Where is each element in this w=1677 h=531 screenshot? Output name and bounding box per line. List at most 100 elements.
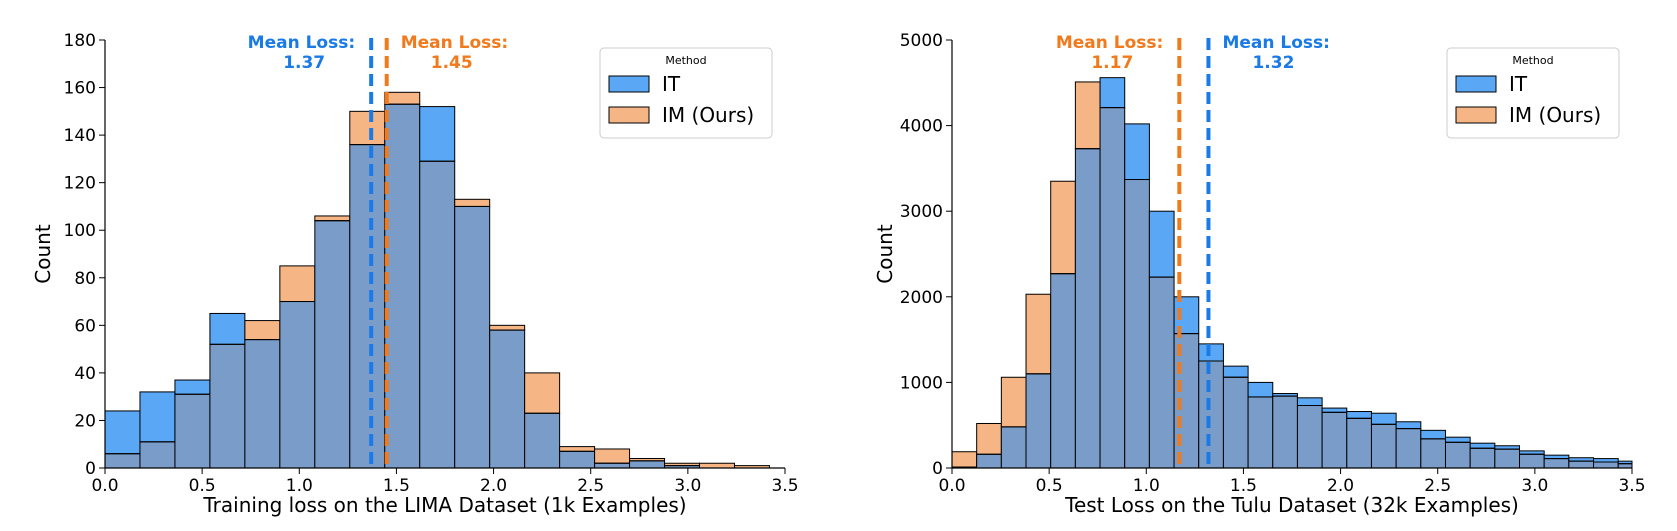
x-tick-label: 3.0 <box>674 476 701 496</box>
overlap-bar-14 <box>1296 405 1323 469</box>
mean-label-title: Mean Loss: <box>1056 33 1164 53</box>
it-bar-top-25 <box>1568 457 1595 462</box>
overlap-bar-6 <box>314 220 351 469</box>
overlap-bar-25 <box>1568 460 1595 469</box>
overlap-bar-10 <box>1198 360 1224 469</box>
overlap-bar-26 <box>1593 461 1619 469</box>
mean-label-value: 1.17 <box>1091 53 1133 73</box>
overlap-bar-3 <box>1025 373 1052 469</box>
y-tick-label: 2000 <box>900 288 943 308</box>
x-tick-label: 1.5 <box>383 476 410 496</box>
y-tick-label: 40 <box>74 364 96 384</box>
y-tick-label: 1000 <box>900 373 943 393</box>
im-bar-top-4 <box>1050 180 1076 275</box>
it-bar-top-20 <box>1444 436 1471 443</box>
im-bar-top-6 <box>314 215 351 222</box>
overlap-bar-10 <box>454 205 491 469</box>
overlap-bar-24 <box>1543 458 1570 469</box>
y-axis-label: Count <box>873 224 897 284</box>
overlap-bar-12 <box>1247 396 1274 469</box>
overlap-bar-7 <box>1124 179 1150 469</box>
legend-title: Method <box>665 54 706 67</box>
it-bar-top-6 <box>1099 77 1126 109</box>
it-bar-top-17 <box>1370 412 1397 425</box>
legend-swatch-it <box>1455 75 1497 93</box>
overlap-bar-9 <box>419 160 456 469</box>
y-tick-label: 60 <box>74 316 96 336</box>
x-tick-label: 2.5 <box>1424 476 1451 496</box>
legend-label-it: IT <box>1509 72 1528 96</box>
overlap-bar-0 <box>104 453 141 469</box>
overlap-bar-12 <box>524 412 561 469</box>
overlap-bar-22 <box>1494 448 1521 469</box>
x-tick-label: 2.5 <box>577 476 604 496</box>
it-bar-top-22 <box>1494 445 1521 450</box>
mean-label-title: Mean Loss: <box>248 33 356 53</box>
im-bar-top-13 <box>559 446 596 452</box>
overlap-bar-3 <box>209 343 246 469</box>
y-tick-label: 80 <box>74 269 96 289</box>
it-bar-top-9 <box>419 106 456 162</box>
im-bar-top-12 <box>524 372 561 414</box>
x-tick-label: 1.0 <box>286 476 313 496</box>
x-tick-label: 0.5 <box>1036 476 1063 496</box>
y-tick-label: 100 <box>64 221 96 241</box>
overlap-bar-6 <box>1099 107 1126 469</box>
y-tick-label: 180 <box>64 31 96 51</box>
overlap-bar-2 <box>174 393 211 469</box>
overlap-bar-18 <box>1395 428 1422 469</box>
legend-label-im: IM (Ours) <box>662 103 754 127</box>
overlap-bar-11 <box>1222 376 1249 469</box>
it-bar-top-0 <box>104 410 141 455</box>
x-axis-label: Test Loss on the Tulu Dataset (32k Examp… <box>1064 493 1519 517</box>
im-bar-top-10 <box>454 198 491 207</box>
overlap-bar-15 <box>629 460 666 469</box>
overlap-bar-11 <box>489 329 526 469</box>
overlap-bar-20 <box>1444 441 1471 469</box>
x-tick-label: 3.5 <box>1618 476 1645 496</box>
y-tick-label: 5000 <box>900 31 943 51</box>
it-bar-top-14 <box>1296 397 1323 407</box>
it-bar-top-18 <box>1395 421 1422 430</box>
it-bar-top-16 <box>1346 411 1372 419</box>
legend-swatch-it <box>608 75 650 93</box>
im-bar-top-3 <box>1025 293 1052 375</box>
im-bar-top-11 <box>489 324 526 331</box>
x-tick-label: 1.5 <box>1230 476 1257 496</box>
it-bar-top-1 <box>139 391 176 443</box>
x-tick-label: 3.5 <box>771 476 798 496</box>
overlap-bar-23 <box>1519 453 1545 469</box>
im-bar-top-8 <box>384 91 421 105</box>
x-tick-label: 2.0 <box>1327 476 1354 496</box>
mean-label-value: 1.32 <box>1252 53 1294 73</box>
y-tick-label: 4000 <box>900 117 943 137</box>
overlap-bar-17 <box>1370 423 1397 469</box>
x-tick-label: 3.0 <box>1521 476 1548 496</box>
y-tick-label: 3000 <box>900 202 943 222</box>
legend-swatch-im <box>1455 106 1497 124</box>
overlap-bar-4 <box>244 339 281 469</box>
mean-label-title: Mean Loss: <box>1222 33 1330 53</box>
overlap-bar-1 <box>976 453 1002 469</box>
it-bar-top-3 <box>209 312 246 345</box>
im-bar-top-4 <box>244 320 281 341</box>
it-bar-top-2 <box>174 379 211 395</box>
it-bar-top-12 <box>1247 381 1274 398</box>
legend-swatch-im <box>608 106 650 124</box>
y-tick-label: 160 <box>64 79 96 99</box>
mean-label-value: 1.37 <box>283 53 325 73</box>
it-bar-top-8 <box>1148 210 1175 278</box>
overlap-bar-13 <box>559 450 596 469</box>
it-bar-top-24 <box>1543 454 1570 460</box>
im-bar-top-0 <box>951 451 978 468</box>
x-axis-label: Training loss on the LIMA Dataset (1k Ex… <box>202 493 686 517</box>
it-bar-top-10 <box>1198 343 1224 362</box>
overlap-bar-2 <box>1000 426 1027 469</box>
legend-label-it: IT <box>662 72 681 96</box>
im-bar-top-17 <box>699 462 735 469</box>
overlap-bar-19 <box>1420 438 1446 469</box>
x-tick-label: 0.0 <box>938 476 965 496</box>
im-bar-top-14 <box>594 448 631 464</box>
im-bar-top-5 <box>279 265 316 303</box>
